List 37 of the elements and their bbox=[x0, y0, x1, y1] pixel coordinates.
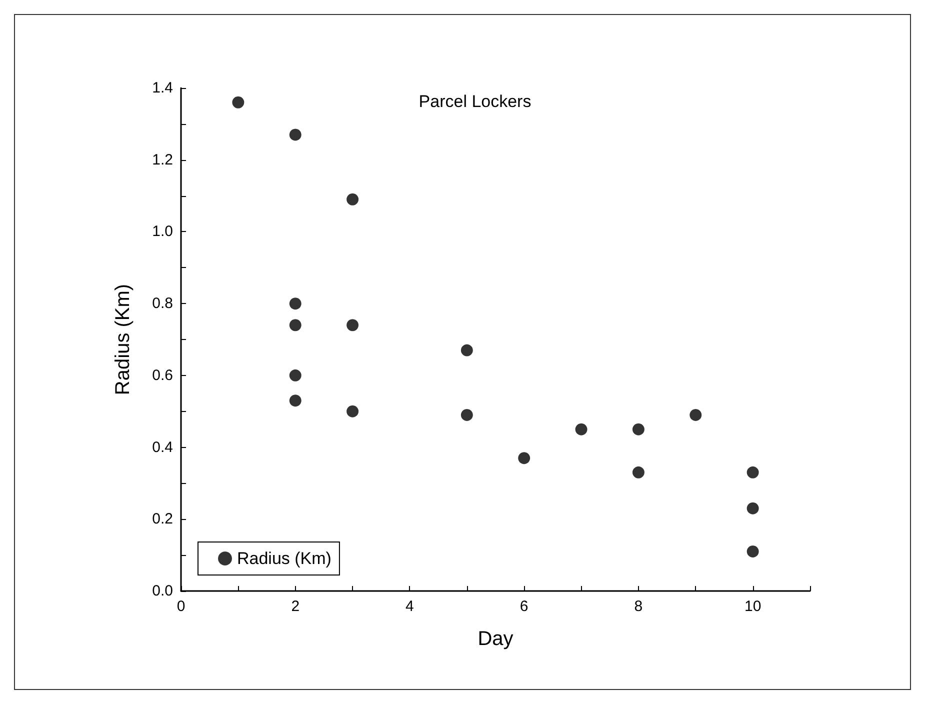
point bbox=[289, 128, 302, 141]
x-tick-label: 10 bbox=[744, 598, 762, 615]
x-tick-label: 2 bbox=[291, 598, 300, 615]
y-tick-label: 0.8 bbox=[152, 295, 173, 312]
x-tick-label: 0 bbox=[176, 598, 186, 615]
point bbox=[346, 319, 359, 332]
point bbox=[289, 394, 302, 407]
point bbox=[746, 466, 759, 478]
point bbox=[232, 96, 244, 108]
y-tick-label: 0.6 bbox=[152, 366, 173, 384]
point bbox=[346, 405, 359, 418]
point bbox=[289, 369, 302, 382]
y-tick-label: 1.2 bbox=[152, 151, 173, 168]
y-axis-title: Radius (Km) bbox=[112, 284, 134, 396]
point bbox=[632, 466, 644, 478]
point bbox=[460, 344, 473, 356]
y-tick-label: 0.0 bbox=[152, 582, 173, 600]
point bbox=[518, 452, 530, 464]
point bbox=[460, 408, 473, 421]
y-tick-label: 1.0 bbox=[152, 223, 173, 240]
point bbox=[746, 502, 759, 514]
x-tick-label: 4 bbox=[406, 598, 414, 615]
point bbox=[289, 298, 302, 310]
legend-label: Radius (Km) bbox=[237, 549, 332, 568]
point bbox=[746, 545, 759, 558]
y-tick-label: 0.2 bbox=[152, 510, 173, 528]
y-tick-label: 1.4 bbox=[152, 80, 173, 96]
point bbox=[690, 408, 702, 421]
point bbox=[632, 423, 644, 436]
y-tick-label: 0.4 bbox=[152, 438, 173, 456]
x-tick-label: 6 bbox=[520, 598, 528, 615]
chart-title: Parcel Lockers bbox=[418, 92, 532, 111]
x-tick-label: 8 bbox=[634, 598, 643, 615]
point bbox=[289, 319, 302, 332]
point bbox=[346, 193, 359, 206]
point bbox=[575, 423, 588, 436]
x-axis-title: Day bbox=[478, 628, 514, 650]
